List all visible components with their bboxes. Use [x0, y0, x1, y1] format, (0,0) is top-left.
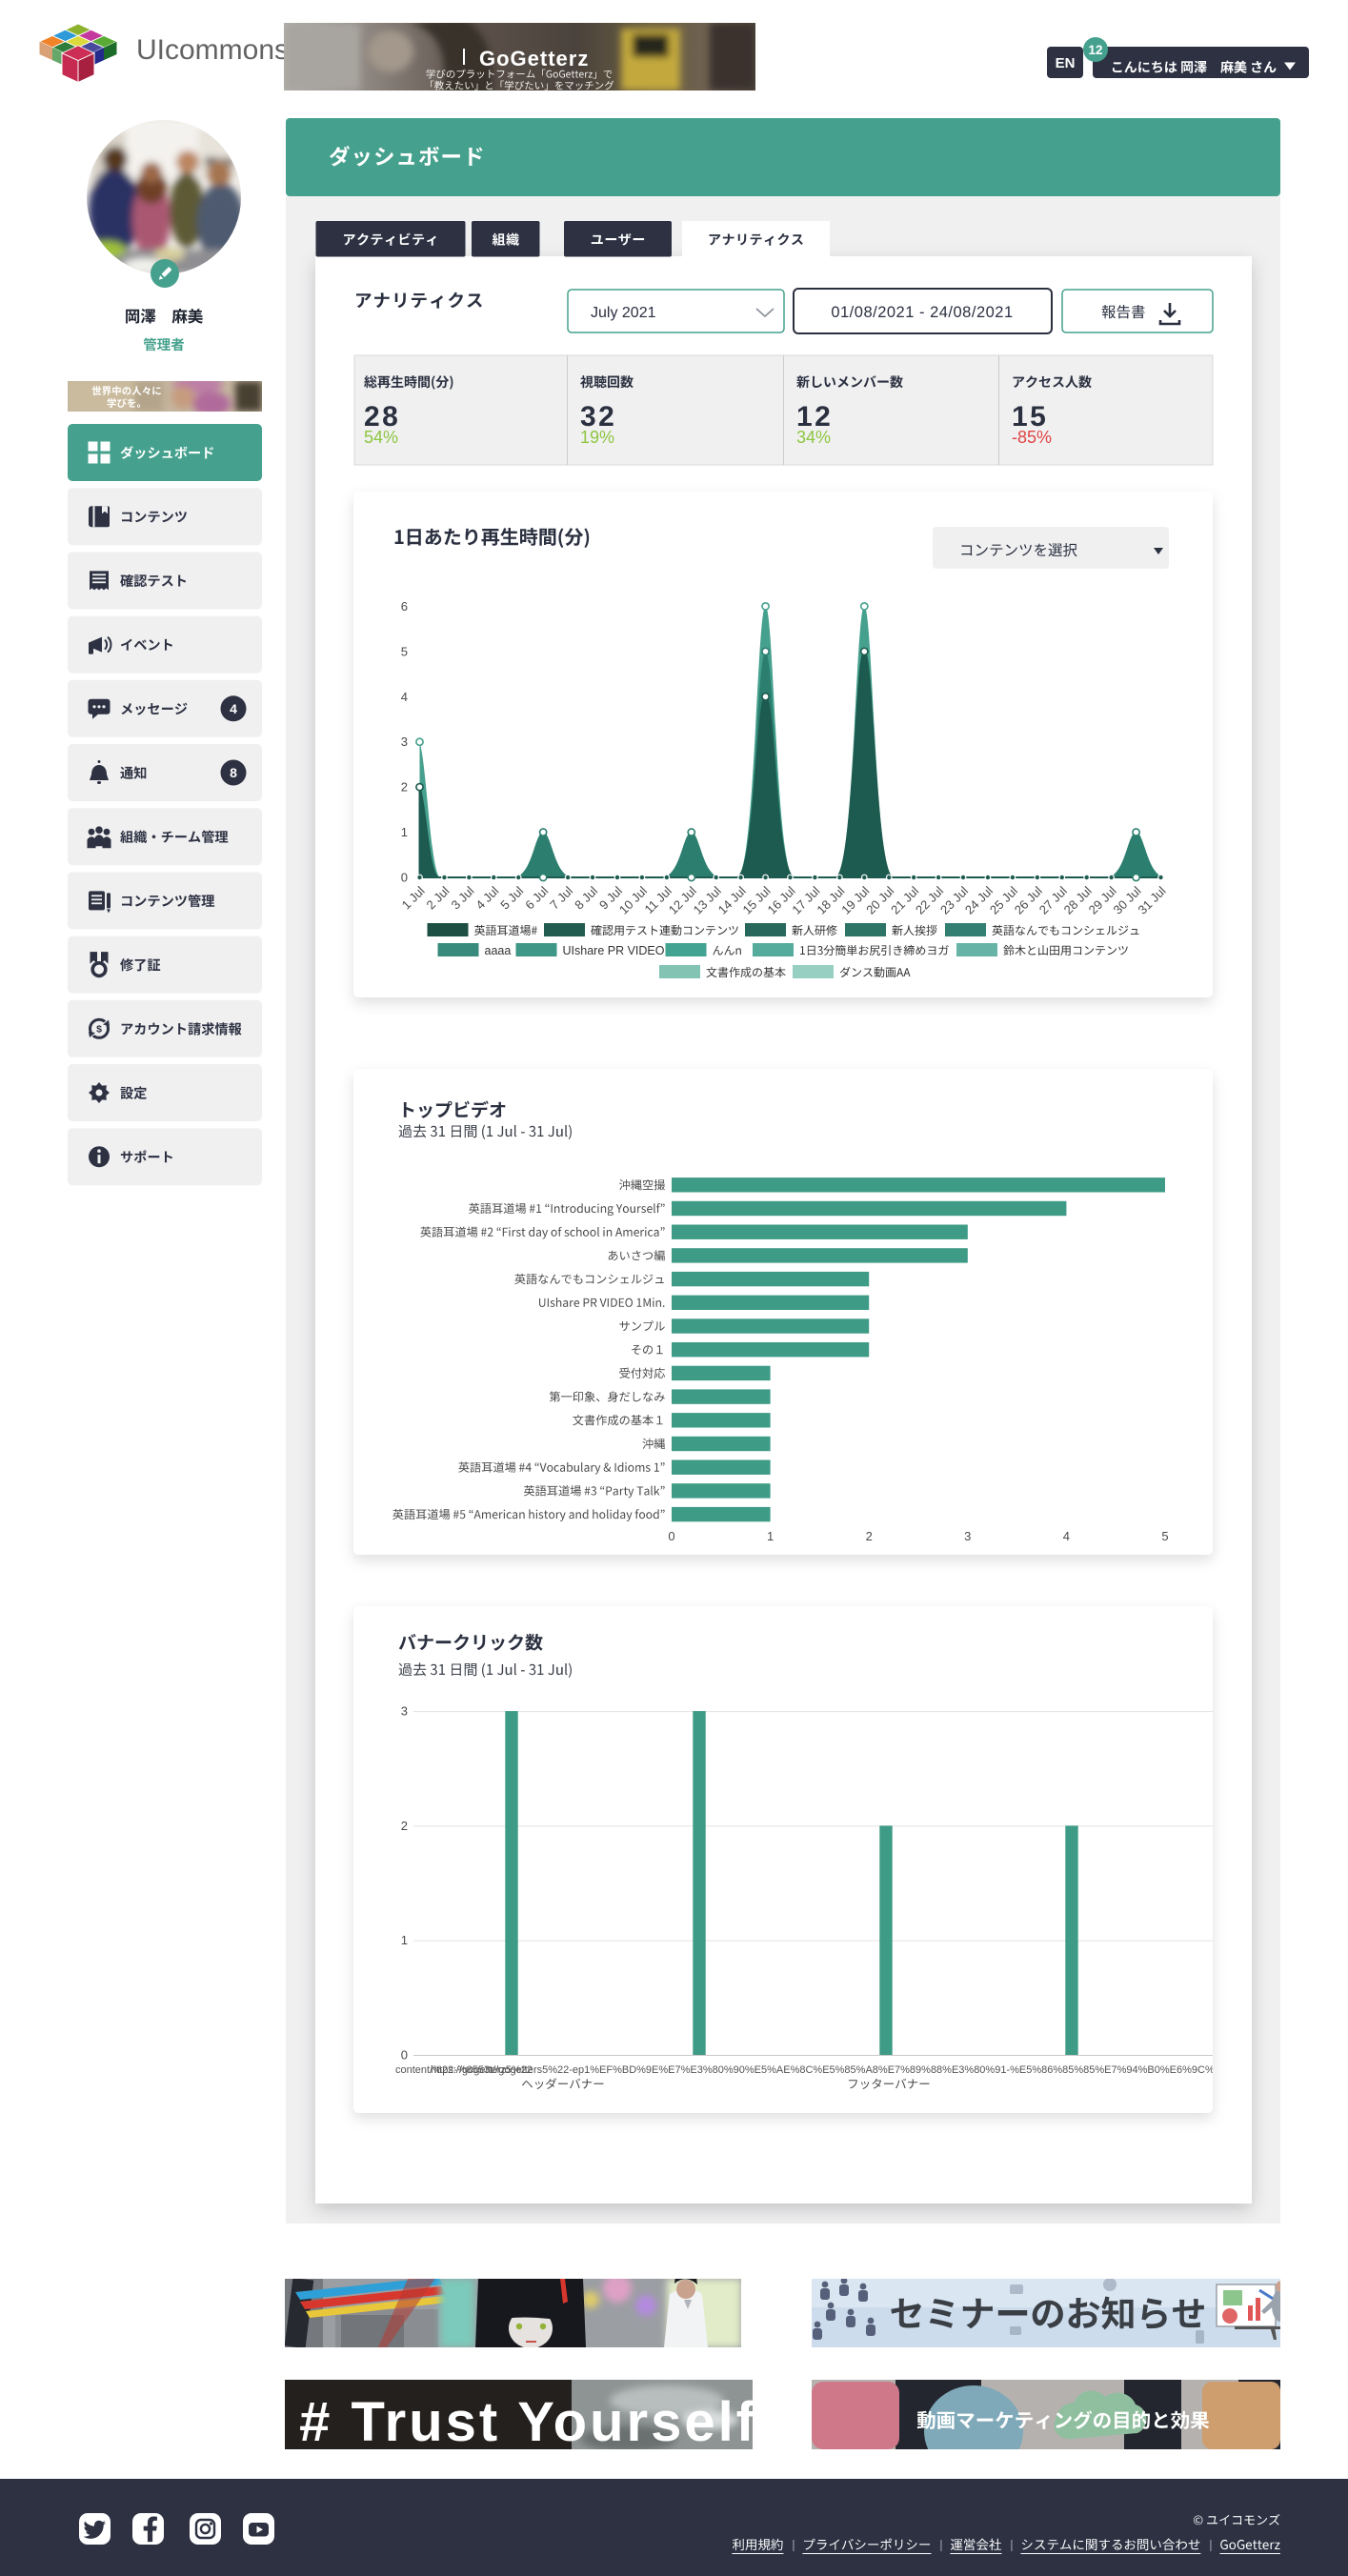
- svg-text:July 2021: July 2021: [591, 305, 656, 321]
- svg-text:UIshare PR VIDEO: UIshare PR VIDEO: [563, 944, 665, 957]
- svg-text:1: 1: [767, 1529, 774, 1543]
- svg-text:# Trust Yourself: # Trust Yourself: [281, 2391, 755, 2453]
- svg-text:54%: 54%: [364, 428, 398, 447]
- svg-text:3: 3: [401, 735, 408, 749]
- svg-text:GoGetterz: GoGetterz: [479, 47, 589, 70]
- svg-text:01/08/2021 - 24/08/2021: 01/08/2021 - 24/08/2021: [831, 304, 1013, 321]
- svg-text:0: 0: [401, 871, 408, 885]
- svg-text:3: 3: [401, 1704, 408, 1719]
- svg-text:6: 6: [401, 599, 408, 614]
- svg-text:1: 1: [401, 825, 408, 839]
- svg-text:2: 2: [866, 1529, 873, 1543]
- svg-text:2: 2: [401, 780, 408, 795]
- svg-text:UIcommons: UIcommons: [136, 34, 289, 66]
- svg-text:15: 15: [1012, 401, 1048, 433]
- svg-text:12: 12: [1088, 43, 1102, 57]
- svg-text:12: 12: [796, 401, 833, 433]
- svg-text:content/%22-%8553t//gogetters5: content/%22-%8553t//gogetters5%22-ep1%EF…: [395, 2064, 1348, 2076]
- svg-text:28: 28: [364, 401, 400, 433]
- svg-text:1: 1: [401, 1933, 408, 1947]
- svg-text:EN: EN: [1056, 55, 1076, 71]
- svg-text:19%: 19%: [580, 428, 614, 447]
- svg-text:4: 4: [1063, 1529, 1070, 1543]
- svg-text:3: 3: [964, 1529, 971, 1543]
- svg-text:-85%: -85%: [1012, 428, 1052, 447]
- svg-text:8: 8: [230, 765, 237, 780]
- svg-text:4: 4: [230, 701, 237, 716]
- svg-text:5: 5: [401, 644, 408, 658]
- svg-text:0: 0: [401, 2048, 408, 2063]
- svg-text:$: $: [96, 1024, 102, 1036]
- svg-text:0: 0: [668, 1529, 674, 1543]
- svg-text:34%: 34%: [796, 428, 831, 447]
- svg-text:2: 2: [401, 1819, 408, 1833]
- svg-text:aaaa: aaaa: [485, 944, 512, 957]
- svg-text:32: 32: [580, 401, 616, 433]
- svg-text:5: 5: [1161, 1529, 1168, 1543]
- svg-text:4: 4: [401, 690, 408, 704]
- svg-text:https://gogetterz5%22: https://gogetterz5%22: [431, 2064, 533, 2076]
